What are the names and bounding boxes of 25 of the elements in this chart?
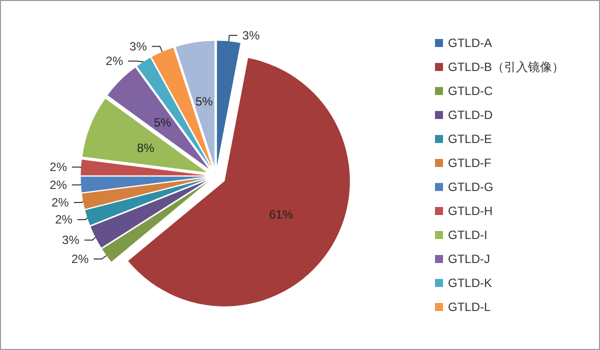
legend-label: GTLD-A bbox=[448, 36, 492, 50]
data-label: 5% bbox=[154, 116, 172, 130]
legend-label: GTLD-G bbox=[448, 180, 494, 194]
data-label: 3% bbox=[242, 28, 260, 42]
legend-label: GTLD-D bbox=[448, 108, 493, 122]
data-label: 2% bbox=[55, 212, 73, 227]
legend-label: GTLD-B（引入镜像） bbox=[448, 60, 564, 74]
data-label: 3% bbox=[62, 233, 80, 248]
legend-label: GTLD-L bbox=[448, 300, 491, 314]
data-label: 2% bbox=[106, 54, 124, 68]
legend-label: GTLD-J bbox=[448, 252, 490, 266]
data-label: 2% bbox=[50, 160, 68, 174]
data-label: 2% bbox=[50, 178, 68, 192]
legend-label: GTLD-I bbox=[448, 228, 488, 242]
data-label: 2% bbox=[51, 195, 70, 210]
legend-label: GTLD-E bbox=[448, 132, 492, 146]
legend-label: GTLD-F bbox=[448, 156, 492, 170]
legend-label: GTLD-C bbox=[448, 84, 493, 98]
data-label: 8% bbox=[137, 141, 155, 156]
legend-label: GTLD-K bbox=[448, 276, 492, 290]
legend-label: GTLD-H bbox=[448, 204, 493, 218]
data-label: 3% bbox=[130, 39, 148, 54]
data-label: 5% bbox=[195, 94, 214, 108]
data-label: 2% bbox=[71, 252, 90, 266]
data-label: 61% bbox=[269, 208, 294, 222]
